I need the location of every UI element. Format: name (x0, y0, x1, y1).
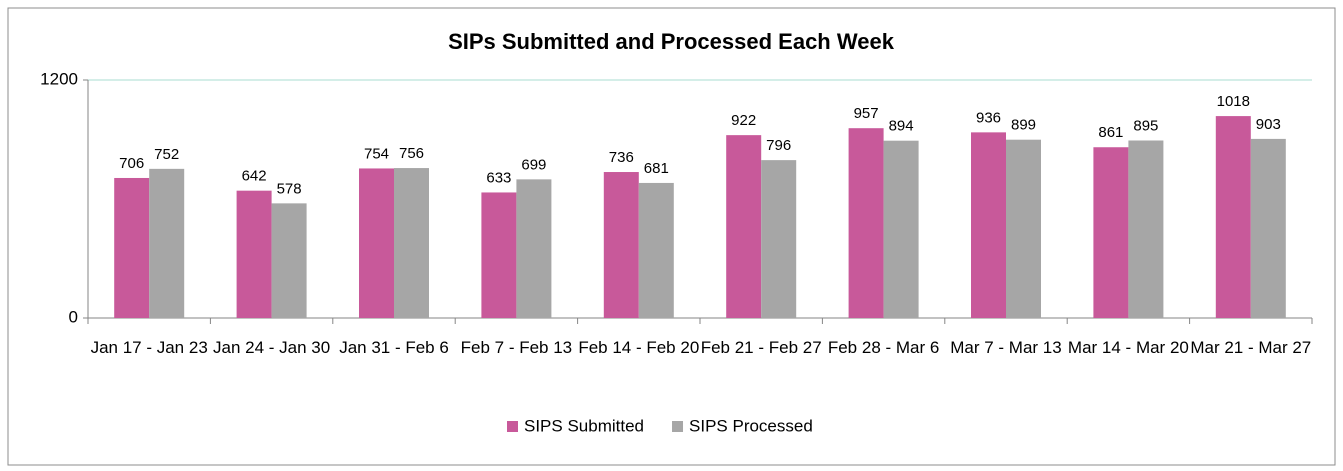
bar (271, 203, 307, 318)
legend-swatch (672, 421, 684, 432)
bar (1093, 147, 1129, 318)
bar (394, 168, 429, 318)
x-tick-label: Jan 24 - Jan 30 (212, 338, 331, 357)
bar (516, 179, 552, 318)
bar (638, 182, 674, 318)
x-tick-label: Feb 14 - Feb 20 (578, 338, 700, 357)
x-tick-label: Feb 21 - Feb 27 (700, 338, 822, 357)
bar (761, 160, 797, 318)
bar (1250, 138, 1286, 318)
x-tick-label: Feb 7 - Feb 13 (460, 338, 573, 357)
x-tick-label: Jan 17 - Jan 23 (90, 338, 208, 357)
data-label: 899 (1011, 117, 1036, 134)
bar (236, 190, 272, 318)
data-label: 1018 (1217, 93, 1250, 110)
bar (848, 128, 884, 318)
legend-label: SIPS Processed (689, 416, 813, 435)
legend-label: SIPS Submitted (524, 416, 644, 435)
data-label: 681 (644, 160, 669, 177)
bar (359, 168, 394, 318)
legend-swatch (507, 421, 518, 432)
bar (971, 132, 1006, 318)
bar (1128, 140, 1164, 318)
data-label: 752 (154, 146, 179, 163)
data-label: 903 (1256, 116, 1281, 133)
x-tick-label: Mar 14 - Mar 20 (1067, 338, 1189, 357)
data-label: 922 (731, 112, 756, 129)
data-label: 699 (521, 156, 546, 173)
x-tick-label: Mar 7 - Mar 13 (950, 338, 1062, 357)
data-label: 936 (976, 109, 1001, 126)
x-tick-label: Mar 21 - Mar 27 (1190, 338, 1312, 357)
data-label: 754 (364, 145, 389, 162)
data-label: 578 (277, 180, 302, 197)
x-tick-label: Feb 28 - Mar 6 (827, 338, 940, 357)
bar (726, 135, 762, 318)
data-label: 642 (242, 168, 267, 185)
bar (883, 140, 919, 318)
data-label: 861 (1098, 124, 1123, 141)
data-label: 706 (119, 155, 144, 172)
x-tick-label: Jan 31 - Feb 6 (339, 338, 449, 357)
data-label: 894 (889, 118, 914, 135)
y-tick-label: 1200 (40, 69, 78, 88)
data-label: 633 (486, 169, 511, 186)
data-label: 736 (609, 149, 634, 166)
bar (1006, 139, 1041, 318)
bar (114, 177, 150, 318)
chart-title: SIPs Submitted and Processed Each Week (448, 29, 895, 54)
data-label: 756 (399, 145, 424, 162)
data-label: 796 (766, 137, 791, 154)
data-label: 895 (1133, 117, 1158, 134)
bar (481, 192, 517, 318)
y-tick-label: 0 (69, 307, 78, 326)
data-label: 957 (854, 105, 879, 122)
bar (1215, 116, 1251, 318)
bar (603, 172, 639, 318)
bar (149, 168, 185, 318)
